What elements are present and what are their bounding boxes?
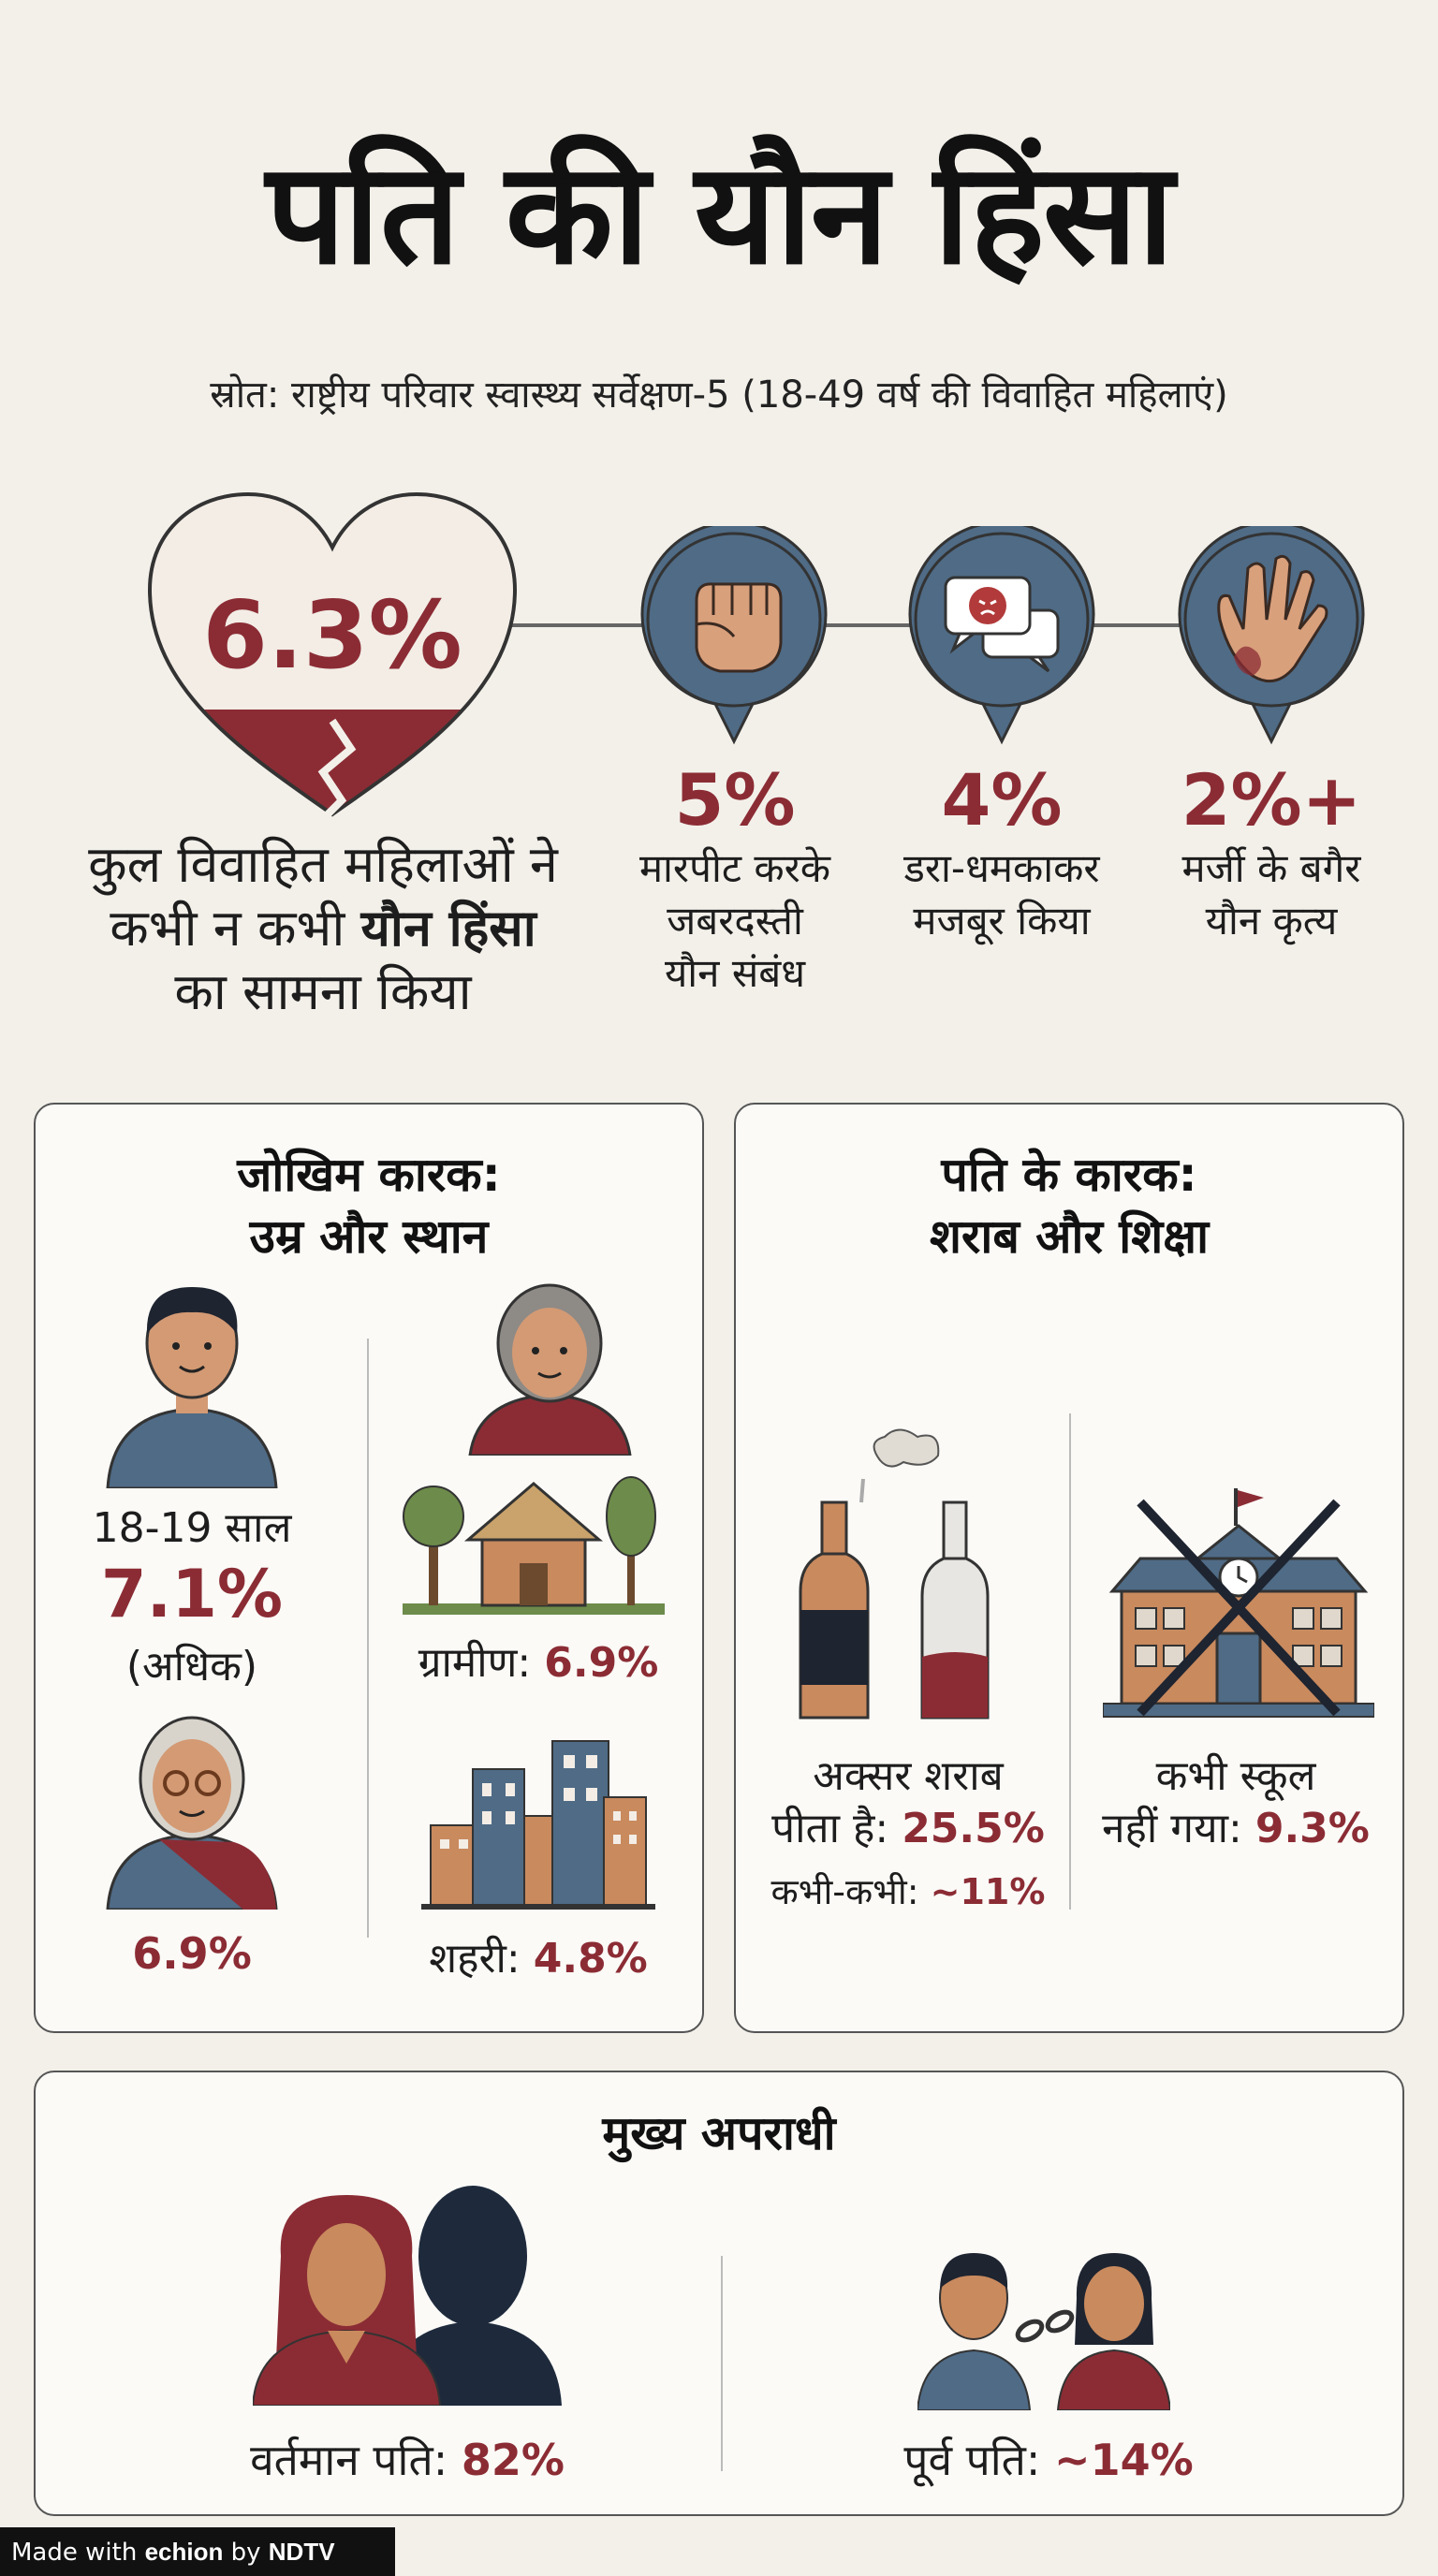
risk-divider	[367, 1339, 369, 1938]
headline-description: कुल विवाहित महिलाओं ने कभी न कभी यौन हिं…	[37, 833, 609, 1024]
headline-line-3: का सामना किया	[174, 962, 472, 1021]
stat-forced: 5% मारपीट करके जबरदस्ती यौन संबंध	[638, 758, 831, 996]
alcohol-sometimes-stat: कभी-कभी: ~11%	[770, 1871, 1046, 1912]
perpetrator-divider	[721, 2256, 723, 2471]
made-with-footer[interactable]: Made with echion by NDTV	[0, 2527, 395, 2576]
page-title: पति की यौन हिंसा	[265, 133, 1174, 296]
no-school-icon	[1103, 1488, 1374, 1718]
headline-percent: 6.3%	[202, 580, 462, 690]
young-age-value: 7.1%	[100, 1556, 284, 1632]
perpetrator-card-title: मुख्य अपराधी	[602, 2106, 836, 2160]
alcohol-stat: अक्सर शराब पीता है: 25.5%	[771, 1752, 1045, 1852]
young-man-icon	[106, 1287, 278, 1488]
school-stat: कभी स्कूल नहीं गया: 9.3%	[1102, 1752, 1370, 1852]
young-age-label: 18-19 साल	[92, 1504, 292, 1552]
source-note: स्रोत: राष्ट्रीय परिवार स्वास्थ्य सर्वेक…	[210, 373, 1228, 417]
urban-stat: शहरी: 4.8%	[429, 1935, 648, 1983]
older-age-value: 6.9%	[132, 1928, 252, 1979]
headline-line-1: कुल विवाहित महिलाओं ने	[88, 835, 558, 894]
stat-threatened: 4% डरा-धमकाकर मजबूर किया	[903, 758, 1100, 944]
risk-card-title: जोखिम कारक: उम्र और स्थान	[237, 1148, 501, 1264]
couple-silhouette-icon	[253, 2186, 562, 2406]
village-hut-icon	[403, 1476, 665, 1615]
current-husband-stat: वर्तमान पति: 82%	[250, 2435, 565, 2485]
perpetrator-card	[34, 2071, 1404, 2516]
headline-line-2: कभी न कभी यौन हिंसा	[110, 899, 536, 958]
hand-icon	[1178, 526, 1365, 745]
broken-heart-icon	[147, 491, 518, 817]
husband-divider	[1069, 1413, 1071, 1910]
village-woman-icon	[468, 1283, 632, 1456]
husband-card-title: पति के कारक: शराब और शिक्षा	[929, 1148, 1210, 1264]
young-age-note: (अधिक)	[125, 1643, 258, 1690]
broken-chain-couple-icon	[917, 2253, 1170, 2410]
city-buildings-icon	[421, 1740, 655, 1910]
stat-nonconsensual: 2%+ मर्जी के बगैर यौन कृत्य	[1181, 758, 1362, 944]
elderly-woman-icon	[106, 1716, 278, 1910]
fist-icon	[640, 526, 828, 745]
rural-stat: ग्रामीण: 6.9%	[418, 1639, 659, 1687]
former-husband-stat: पूर्व पति: ~14%	[903, 2435, 1194, 2485]
threat-chat-icon	[908, 526, 1095, 745]
liquor-bottles-icon	[799, 1428, 990, 1720]
